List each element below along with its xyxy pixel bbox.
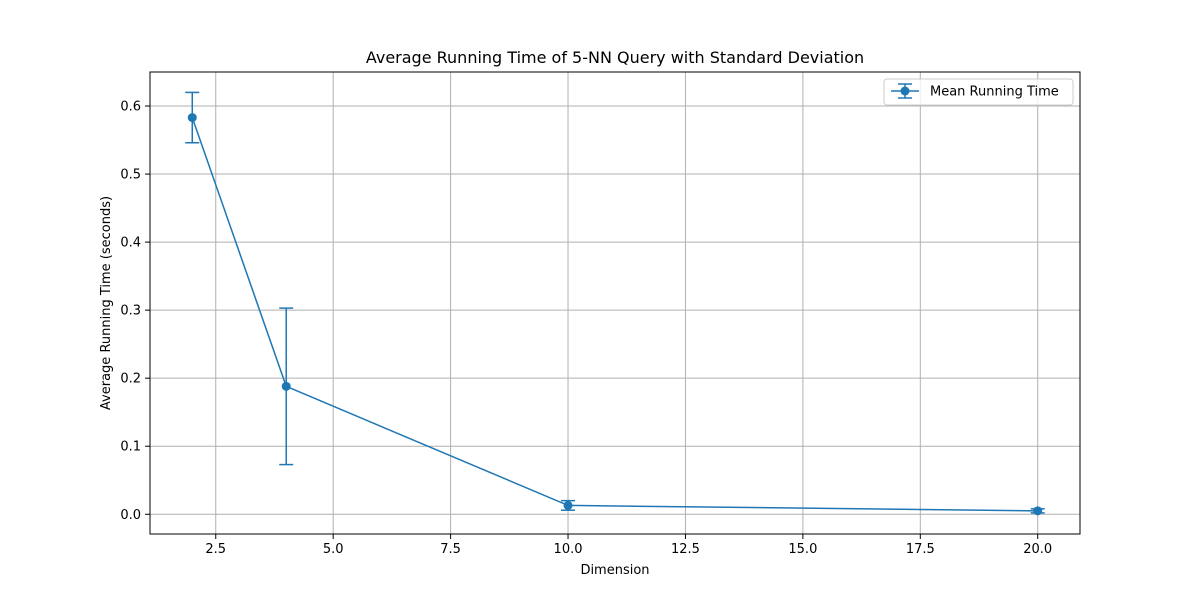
- plot-area: [150, 72, 1080, 534]
- y-axis-label: Average Running Time (seconds): [99, 196, 114, 410]
- x-tick-label: 10.0: [554, 542, 583, 557]
- x-tick-label: 2.5: [205, 542, 226, 557]
- x-tick-label: 12.5: [671, 542, 700, 557]
- data-point: [281, 381, 291, 391]
- data-point: [563, 500, 573, 510]
- chart-title: Average Running Time of 5-NN Query with …: [366, 48, 864, 67]
- x-axis-label: Dimension: [580, 563, 649, 578]
- data-point: [187, 113, 197, 123]
- x-tick-label: 20.0: [1023, 542, 1052, 557]
- grid: [150, 72, 1080, 534]
- y-tick-label: 0.6: [120, 100, 141, 115]
- x-axis-ticks: 2.5 5.0 7.5 10.0 12.5 15.0 17.5 20.0: [205, 534, 1052, 557]
- series-layer: [185, 91, 1045, 516]
- y-tick-label: 0.3: [120, 304, 141, 319]
- y-tick-label: 0.5: [120, 168, 141, 183]
- legend: Mean Running Time: [883, 78, 1074, 106]
- y-tick-label: 0.1: [120, 440, 141, 455]
- y-axis-ticks: 0.0 0.1 0.2 0.3 0.4 0.5 0.6: [120, 100, 150, 523]
- x-tick-label: 17.5: [906, 542, 935, 557]
- x-tick-label: 15.0: [788, 542, 817, 557]
- x-tick-label: 7.5: [440, 542, 461, 557]
- x-tick-label: 5.0: [323, 542, 344, 557]
- series-line: [191, 117, 1038, 512]
- y-tick-label: 0.4: [120, 236, 141, 251]
- legend-box: [883, 78, 1074, 106]
- legend-entry-mean-running-time: Mean Running Time: [930, 85, 1059, 100]
- y-tick-label: 0.0: [120, 508, 141, 523]
- legend-marker: [900, 86, 910, 96]
- data-point: [1033, 506, 1043, 516]
- y-tick-label: 0.2: [120, 372, 141, 387]
- plot-frame: [149, 71, 1081, 535]
